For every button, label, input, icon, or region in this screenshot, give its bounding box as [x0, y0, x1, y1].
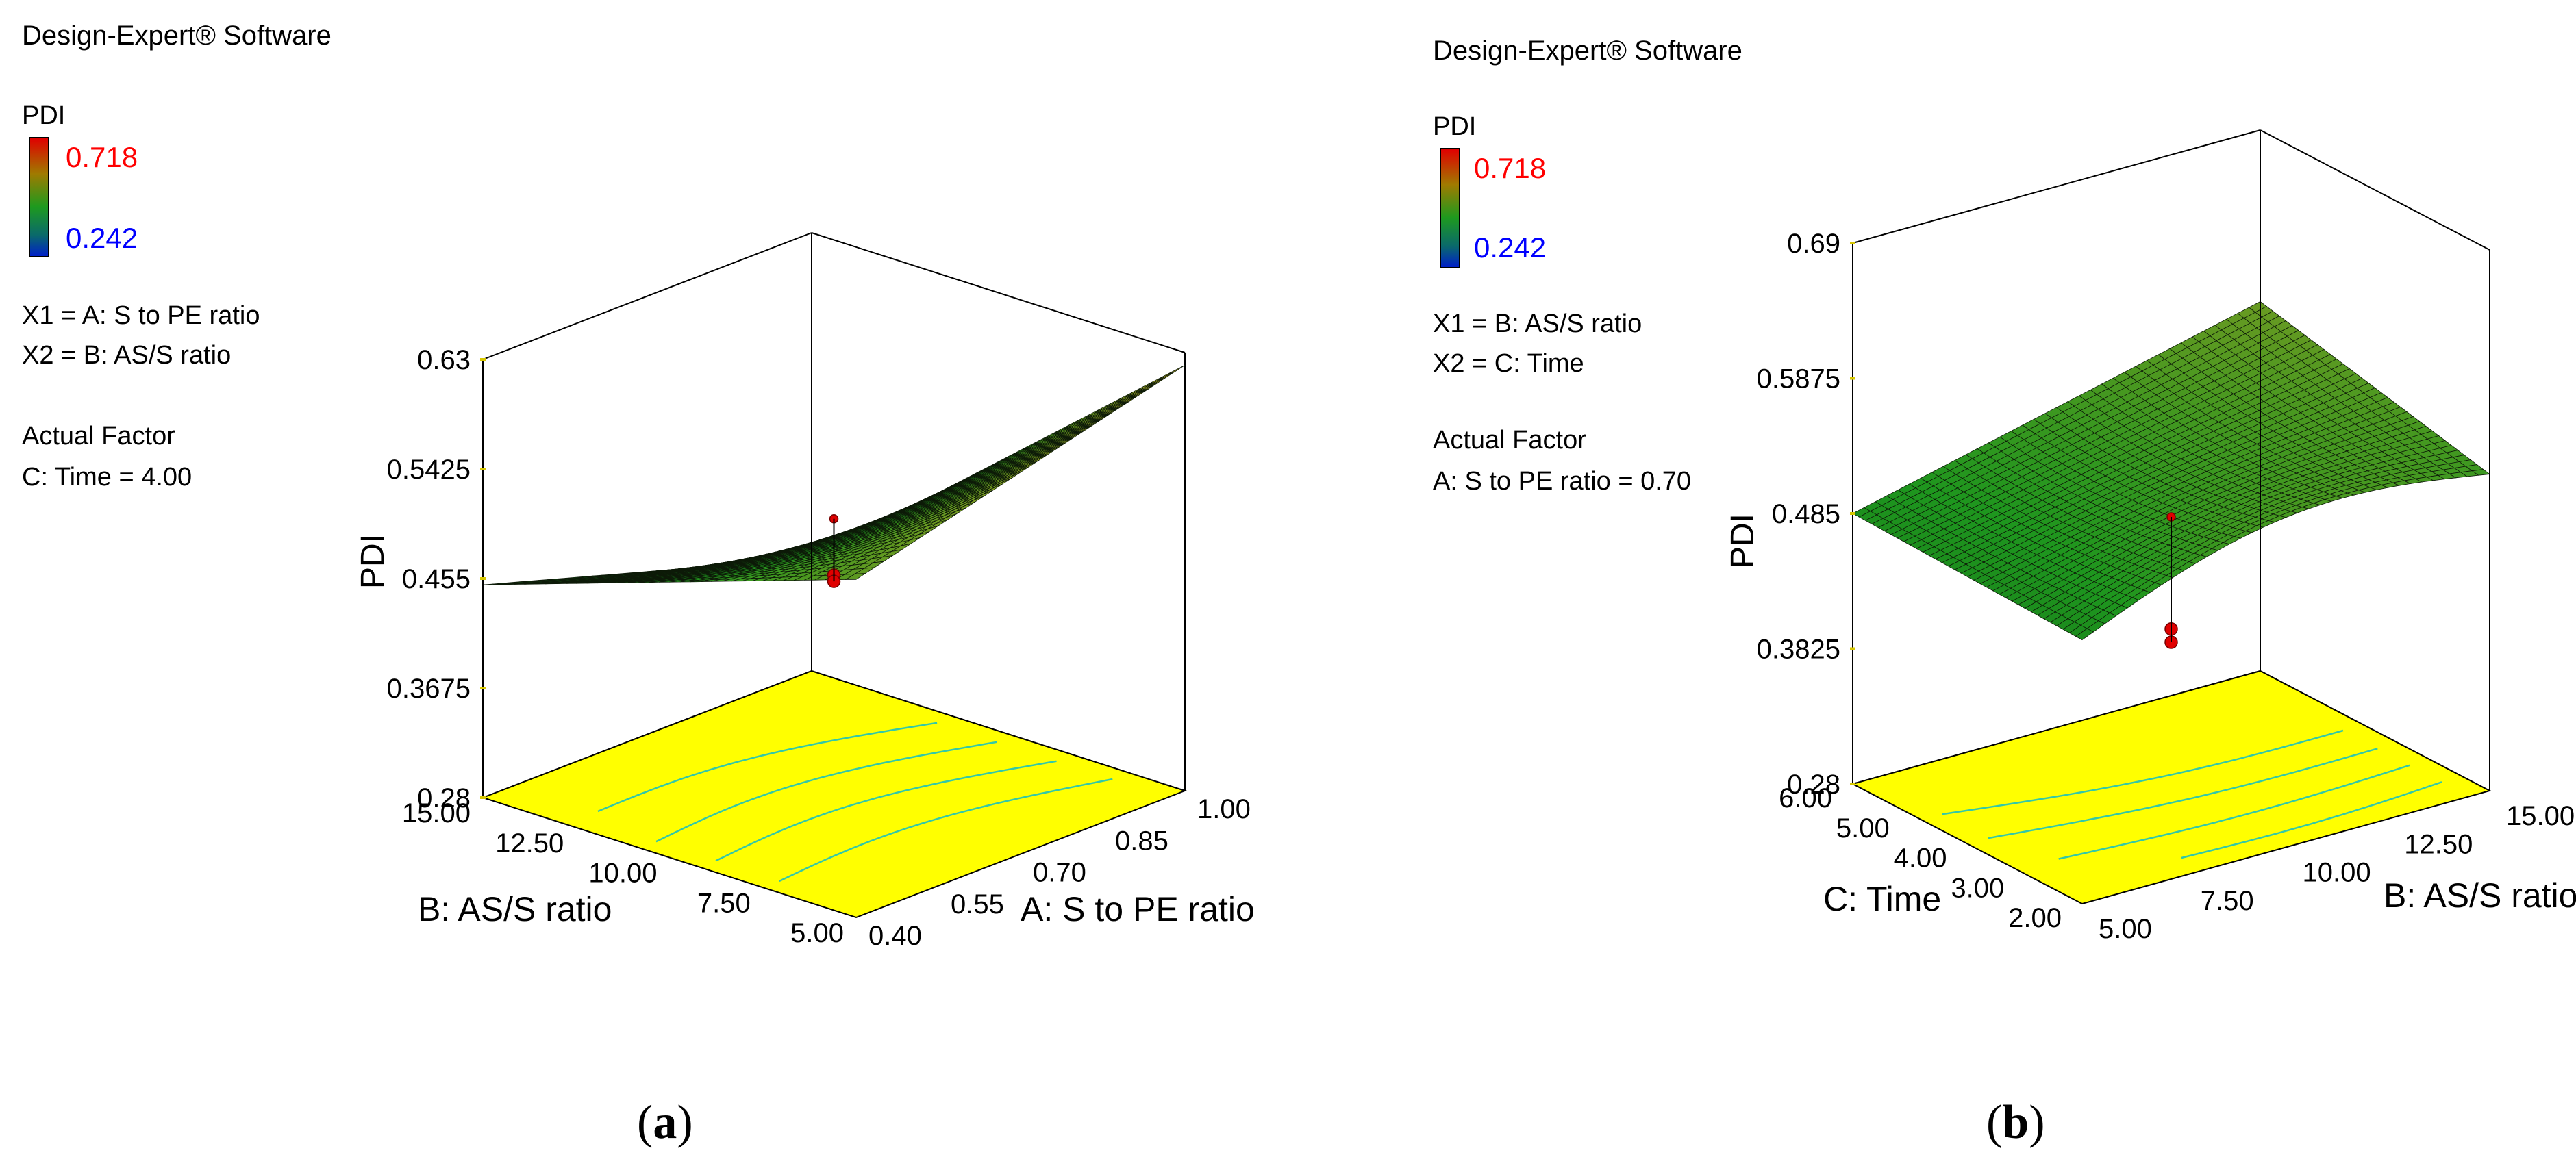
y-tick-label: 12.50 [495, 828, 564, 859]
z-tick-label: 0.3675 [387, 674, 471, 704]
y-tick-label: 4.00 [1894, 843, 1947, 874]
floor-contour-line [655, 741, 997, 843]
actual-factor-value: C: Time = 4.00 [22, 463, 192, 492]
y-axis-title: C: Time [1823, 880, 1941, 918]
floor-contour-line [1988, 748, 2378, 839]
z-tick-label: 0.455 [402, 564, 471, 594]
panel-a: Design-Expert® Software PDI 0.718 0.242 … [22, 21, 1255, 1149]
y-tick-label: 7.50 [697, 888, 751, 918]
z-tick-label: 0.3825 [1757, 635, 1840, 665]
floor-contour-line [1942, 729, 2344, 815]
x-tick-label: 1.00 [1197, 794, 1251, 824]
factor-x2: X2 = B: AS/S ratio [22, 341, 232, 370]
y-tick-label: 6.00 [1779, 783, 1832, 813]
box-edge [2260, 129, 2490, 251]
color-scale-bar [1440, 148, 1460, 268]
software-title: Design-Expert® Software [22, 21, 332, 51]
caption-b: (b) [1986, 1096, 2045, 1149]
legend-response: PDI [1433, 112, 1477, 141]
floor-contour-line [715, 760, 1057, 862]
x-tick-label: 0.70 [1033, 858, 1086, 888]
actual-factor-heading: Actual Factor [1433, 426, 1586, 455]
x-tick-label: 0.40 [868, 921, 922, 951]
floor-contour-line [2058, 764, 2410, 860]
y-tick-label: 10.00 [588, 859, 657, 889]
legend-low-value: 0.242 [1474, 231, 1547, 264]
z-tick-label: 0.28 [417, 783, 471, 813]
x-tick-label: 5.00 [2099, 914, 2152, 944]
legend-high-value: 0.718 [1474, 152, 1547, 184]
factor-x1: X1 = A: S to PE ratio [22, 301, 260, 330]
surface-plot-a: 0.28 0.3675 0.455 0.5425 0.63 PDI 0.40 0.55 0.70… [355, 232, 1255, 951]
software-title: Design-Expert® Software [1433, 36, 1742, 66]
color-scale-bar [29, 137, 49, 257]
y-tick-label: 15.00 [402, 798, 471, 828]
x-tick-label: 0.55 [951, 889, 1004, 919]
x-tick-label: 0.85 [1115, 826, 1168, 856]
box-edge [811, 232, 1186, 353]
response-surface [1852, 301, 2491, 641]
y-tick-label: 2.00 [2008, 903, 2062, 933]
z-tick-label: 0.485 [1772, 499, 1840, 529]
surface-plot-b: 0.28 0.3825 0.485 0.5875 0.69 PDI 5.00 7.50 10.0… [1725, 129, 2576, 944]
x-tick-label: 10.00 [2303, 858, 2371, 888]
legend-response: PDI [22, 101, 66, 130]
surface-cell [845, 573, 866, 580]
x-axis-title: A: S to PE ratio [1021, 890, 1255, 928]
x-tick-label: 12.50 [2404, 829, 2473, 859]
z-tick-label: 0.5425 [387, 455, 471, 485]
floor-contour-line [2181, 781, 2442, 859]
y-tick-label: 5.00 [790, 918, 844, 948]
y-tick-label: 3.00 [1951, 873, 2004, 903]
box-edge [482, 232, 812, 360]
actual-factor-value: A: S to PE ratio = 0.70 [1433, 467, 1692, 496]
panel-b: Design-Expert® Software PDI 0.718 0.242 … [1288, 0, 2576, 1168]
z-tick-label: 0.5875 [1757, 364, 1840, 394]
z-axis-title: PDI [355, 534, 391, 589]
floor-contour-line [779, 778, 1113, 883]
floor-contour-line [597, 722, 938, 813]
z-tick-label: 0.63 [417, 345, 471, 375]
x-tick-label: 15.00 [2506, 801, 2575, 831]
legend-low-value: 0.242 [66, 222, 138, 254]
y-tick-label: 5.00 [1836, 813, 1890, 843]
box-edge [1852, 129, 2261, 244]
floor-contour-plane [1851, 670, 2492, 905]
x-axis-title: B: AS/S ratio [2384, 876, 2576, 915]
z-axis-title: PDI [1725, 513, 1761, 568]
z-tick-label: 0.28 [1787, 770, 1840, 800]
z-tick-label: 0.69 [1787, 229, 1840, 259]
factor-x1: X1 = B: AS/S ratio [1433, 309, 1642, 338]
response-surface [482, 364, 1186, 585]
surface-cell [2075, 628, 2094, 641]
factor-x2: X2 = C: Time [1433, 349, 1584, 378]
legend-high-value: 0.718 [66, 141, 138, 173]
actual-factor-heading: Actual Factor [22, 422, 175, 450]
caption-a: (a) [637, 1096, 693, 1149]
x-tick-label: 7.50 [2201, 886, 2254, 916]
y-axis-title: B: AS/S ratio [418, 890, 612, 928]
